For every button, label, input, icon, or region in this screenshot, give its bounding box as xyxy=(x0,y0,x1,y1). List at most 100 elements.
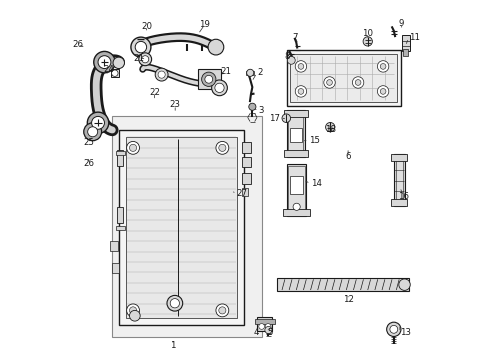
Circle shape xyxy=(129,144,136,152)
Text: 10: 10 xyxy=(362,29,372,38)
Bar xyxy=(116,152,124,155)
Bar xyxy=(255,319,274,324)
Bar xyxy=(242,188,248,196)
Bar xyxy=(290,54,397,102)
Text: 5: 5 xyxy=(267,328,273,337)
Bar xyxy=(288,112,303,155)
Circle shape xyxy=(211,80,227,96)
Bar xyxy=(395,156,402,204)
Text: 2: 2 xyxy=(257,68,262,77)
Circle shape xyxy=(155,68,168,81)
Bar xyxy=(117,207,123,223)
Circle shape xyxy=(218,144,225,152)
Circle shape xyxy=(323,77,335,88)
Bar xyxy=(290,128,301,143)
Text: 20: 20 xyxy=(141,22,152,31)
Circle shape xyxy=(295,61,306,72)
Circle shape xyxy=(292,203,300,210)
Circle shape xyxy=(87,127,98,137)
Bar xyxy=(125,137,236,318)
Text: 21: 21 xyxy=(220,67,231,76)
Text: 18: 18 xyxy=(324,126,335,135)
Circle shape xyxy=(298,64,303,69)
Circle shape xyxy=(214,83,224,93)
Circle shape xyxy=(139,53,151,66)
Circle shape xyxy=(326,80,332,85)
Circle shape xyxy=(386,322,400,337)
Circle shape xyxy=(354,80,360,85)
Bar xyxy=(283,111,307,117)
Circle shape xyxy=(142,56,148,63)
Circle shape xyxy=(258,324,264,329)
Text: 26: 26 xyxy=(83,159,94,168)
Circle shape xyxy=(389,325,397,333)
Circle shape xyxy=(170,298,179,308)
Circle shape xyxy=(380,89,385,94)
Text: 16: 16 xyxy=(397,192,408,201)
Circle shape xyxy=(91,116,104,129)
Bar xyxy=(283,208,309,216)
Circle shape xyxy=(201,72,216,86)
Text: 17: 17 xyxy=(269,114,280,123)
Circle shape xyxy=(218,307,225,314)
Text: 26: 26 xyxy=(72,40,83,49)
Circle shape xyxy=(129,307,136,314)
Circle shape xyxy=(352,77,363,88)
Circle shape xyxy=(380,64,385,69)
Text: 7: 7 xyxy=(292,33,297,42)
Circle shape xyxy=(126,141,139,154)
Bar xyxy=(393,154,404,206)
Bar xyxy=(257,317,272,331)
Bar xyxy=(111,116,261,337)
Bar xyxy=(111,263,119,273)
Text: 21: 21 xyxy=(133,54,144,63)
Bar xyxy=(246,71,254,75)
Text: 8: 8 xyxy=(285,52,290,61)
Bar xyxy=(117,150,123,166)
Bar xyxy=(283,150,307,157)
Text: 3: 3 xyxy=(258,106,264,115)
Circle shape xyxy=(398,279,409,291)
Circle shape xyxy=(295,86,306,97)
Circle shape xyxy=(83,123,102,141)
Bar xyxy=(286,50,400,106)
Text: 4: 4 xyxy=(253,328,259,337)
Text: 12: 12 xyxy=(342,295,353,304)
Text: 13: 13 xyxy=(399,328,410,337)
Bar xyxy=(286,164,305,216)
Circle shape xyxy=(264,327,271,334)
Text: 25: 25 xyxy=(83,138,94,147)
Circle shape xyxy=(135,41,146,53)
Bar xyxy=(242,157,250,167)
Circle shape xyxy=(207,39,224,55)
Text: 22: 22 xyxy=(149,88,160,97)
Text: 24: 24 xyxy=(103,66,114,75)
Circle shape xyxy=(129,310,140,321)
Bar xyxy=(288,166,304,214)
Bar xyxy=(242,173,250,184)
Circle shape xyxy=(377,61,388,72)
Bar xyxy=(111,69,119,77)
Circle shape xyxy=(377,86,388,97)
Bar xyxy=(286,111,305,157)
Circle shape xyxy=(126,304,139,317)
Circle shape xyxy=(166,296,183,311)
Text: 9: 9 xyxy=(398,19,404,28)
Bar xyxy=(198,69,221,89)
Bar xyxy=(116,226,124,230)
Circle shape xyxy=(94,51,115,73)
Text: 23: 23 xyxy=(169,100,181,109)
Bar xyxy=(403,49,407,56)
Circle shape xyxy=(113,57,124,68)
Text: 27: 27 xyxy=(236,189,247,198)
Text: 15: 15 xyxy=(308,136,319,145)
Text: 14: 14 xyxy=(310,179,321,188)
Circle shape xyxy=(246,69,253,76)
Circle shape xyxy=(264,324,270,329)
Bar xyxy=(401,35,408,51)
Circle shape xyxy=(158,71,165,78)
Text: 19: 19 xyxy=(199,21,209,30)
Bar xyxy=(119,130,244,325)
Circle shape xyxy=(325,122,334,132)
Circle shape xyxy=(287,57,295,64)
